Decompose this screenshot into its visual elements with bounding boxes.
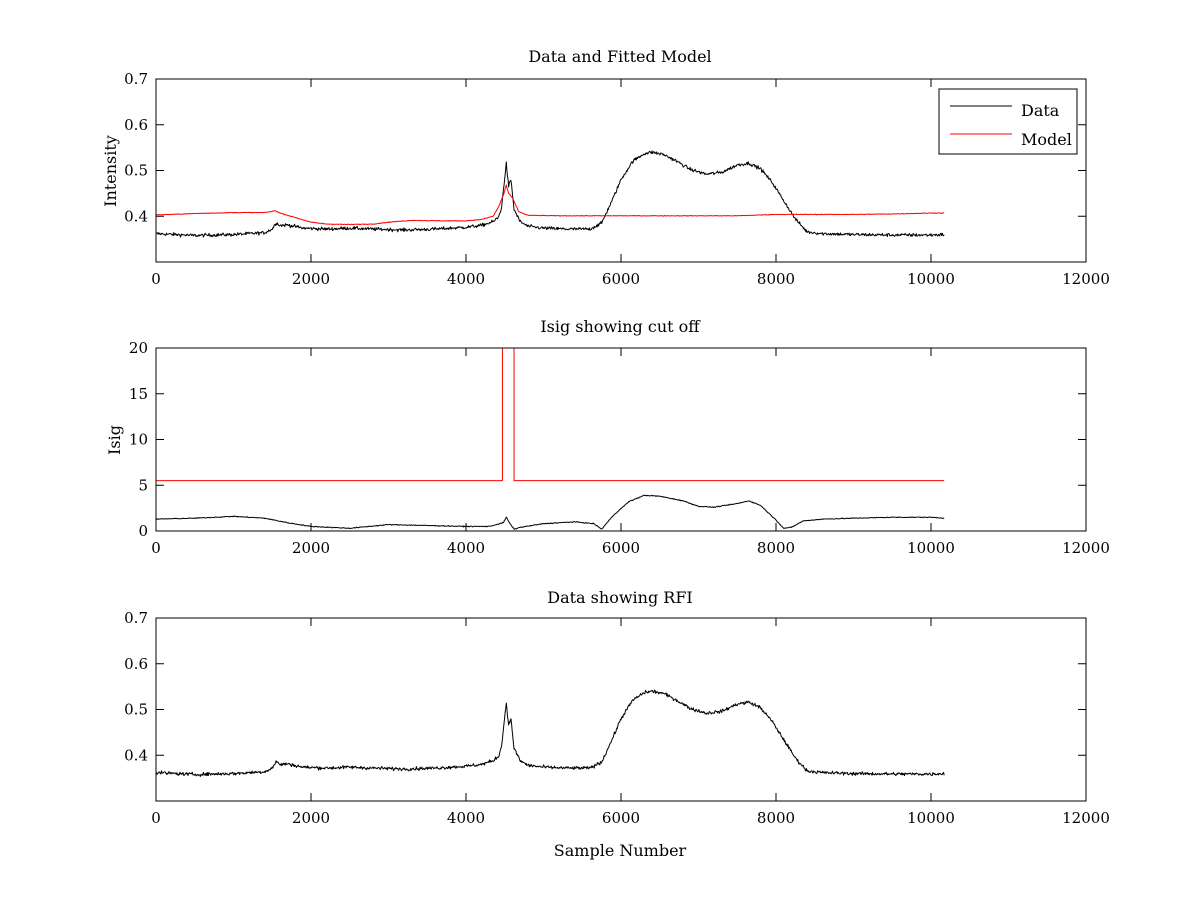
x-tick-label: 12000 — [1062, 539, 1110, 557]
series-layer — [156, 689, 945, 778]
series-line-red — [156, 348, 945, 482]
x-tick-label: 2000 — [292, 270, 330, 288]
x-tick-label: 6000 — [602, 539, 640, 557]
y-tick-label: 0.5 — [124, 162, 148, 180]
y-tick-label: 0.4 — [124, 207, 148, 225]
legend-label-data: Data — [1021, 101, 1060, 120]
x-tick-label: 4000 — [447, 809, 485, 827]
x-tick-label: 0 — [151, 270, 161, 288]
y-tick-label: 0.5 — [124, 701, 148, 719]
x-tick-label: 10000 — [907, 270, 955, 288]
y-tick-label: 0.7 — [124, 70, 148, 88]
panel-isig-showing-cut-off: Isig showing cut off Isig 0 2000 4000 6000 8… — [105, 317, 1110, 557]
y-tick-label: 10 — [129, 431, 148, 449]
series-layer — [156, 348, 945, 530]
y-tick-label: 20 — [129, 339, 148, 357]
y-tick-label: 0 — [138, 522, 148, 540]
y-axis-label: Isig — [105, 425, 124, 455]
series-line-black — [156, 494, 945, 530]
x-tick-label: 6000 — [602, 270, 640, 288]
y-tick-label: 0.7 — [124, 609, 148, 627]
x-tick-label: 2000 — [292, 809, 330, 827]
x-tick-label: 4000 — [447, 270, 485, 288]
panel-title: Data and Fitted Model — [528, 47, 711, 66]
x-tick-label: 8000 — [757, 809, 795, 827]
series-layer — [156, 150, 945, 238]
y-tick-label: 5 — [138, 476, 148, 494]
y-tick-label: 15 — [129, 385, 148, 403]
series-line-black — [156, 689, 945, 778]
legend: Data Model — [938, 88, 1078, 155]
x-tick-label: 10000 — [907, 539, 955, 557]
x-tick-label: 2000 — [292, 539, 330, 557]
legend-label-model: Model — [1021, 130, 1072, 149]
legend-box — [938, 88, 1078, 155]
y-tick-label: 0.6 — [124, 655, 148, 673]
panel-data-and-fitted-model: Data and Fitted Model Intensity 0 2000 400… — [101, 47, 1110, 288]
x-tick-label: 12000 — [1062, 270, 1110, 288]
panel-data-showing-rfi: Data showing RFI Sample Number 0 2000 4000… — [124, 588, 1110, 860]
panel-title: Isig showing cut off — [540, 317, 701, 336]
x-tick-label: 4000 — [447, 539, 485, 557]
x-tick-label: 12000 — [1062, 809, 1110, 827]
panel-title: Data showing RFI — [547, 588, 692, 607]
y-axis-label: Intensity — [101, 135, 120, 207]
x-tick-label: 6000 — [602, 809, 640, 827]
series-line-data — [156, 150, 945, 238]
y-tick-label: 0.4 — [124, 746, 148, 764]
x-axis-label: Sample Number — [554, 841, 687, 860]
x-tick-label: 0 — [151, 809, 161, 827]
x-tick-label: 10000 — [907, 809, 955, 827]
series-line-model — [156, 184, 945, 226]
y-tick-label: 0.6 — [124, 116, 148, 134]
x-tick-label: 8000 — [757, 539, 795, 557]
x-tick-label: 8000 — [757, 270, 795, 288]
x-tick-label: 0 — [151, 539, 161, 557]
